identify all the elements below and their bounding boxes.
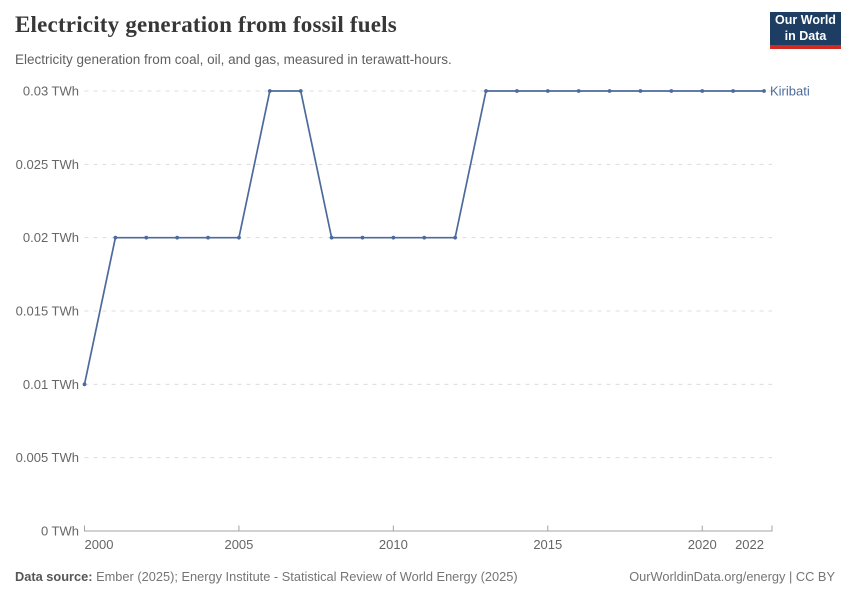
y-tick-label: 0.015 TWh	[16, 304, 79, 319]
x-tick-label: 2015	[533, 537, 562, 552]
x-tick-label: 2010	[379, 537, 408, 552]
data-point[interactable]	[82, 382, 87, 387]
x-tick-label: 2022	[735, 537, 764, 552]
data-point[interactable]	[545, 89, 550, 93]
page-title: Electricity generation from fossil fuels	[15, 12, 397, 37]
data-point[interactable]	[607, 89, 612, 93]
y-tick-label: 0.005 TWh	[16, 450, 79, 465]
data-source-text: Ember (2025); Energy Institute - Statist…	[96, 569, 518, 584]
chart-footer: Data source: Ember (2025); Energy Instit…	[15, 569, 835, 584]
data-point[interactable]	[700, 89, 705, 93]
x-tick-label: 2000	[85, 537, 114, 552]
footer-link[interactable]: OurWorldinData.org/energy | CC BY	[629, 569, 835, 584]
data-point[interactable]	[576, 89, 581, 93]
data-point[interactable]	[762, 89, 766, 93]
data-point[interactable]	[298, 89, 303, 93]
data-point[interactable]	[360, 235, 365, 240]
data-point[interactable]	[391, 235, 396, 240]
owid-logo[interactable]: Our World in Data	[770, 12, 841, 49]
y-tick-label: 0.01 TWh	[23, 377, 79, 392]
data-point[interactable]	[422, 235, 427, 240]
x-axis	[84, 525, 773, 532]
x-tick-label: 2020	[688, 537, 717, 552]
data-point[interactable]	[206, 235, 210, 240]
data-point[interactable]	[731, 89, 736, 93]
data-point[interactable]	[669, 89, 674, 93]
chart-subtitle: Electricity generation from coal, oil, a…	[15, 52, 452, 67]
data-point[interactable]	[638, 89, 643, 93]
data-point[interactable]	[237, 235, 241, 240]
data-source-note: Data source: Ember (2025); Energy Instit…	[15, 569, 518, 584]
series-label-kiribati[interactable]: Kiribati	[770, 84, 810, 99]
owid-logo-line2: in Data	[784, 28, 827, 43]
data-point[interactable]	[329, 235, 334, 240]
y-tick-label: 0 TWh	[41, 524, 79, 539]
owid-logo-line1: Our World	[775, 12, 836, 27]
y-tick-label: 0.02 TWh	[23, 230, 79, 245]
x-tick-label: 2005	[224, 537, 253, 552]
data-point[interactable]	[484, 89, 488, 93]
data-point[interactable]	[453, 235, 458, 240]
data-point[interactable]	[144, 235, 149, 240]
y-tick-label: 0.025 TWh	[16, 157, 79, 172]
data-point[interactable]	[113, 235, 118, 240]
data-source-label: Data source:	[15, 569, 93, 584]
data-point[interactable]	[515, 89, 519, 93]
data-point[interactable]	[175, 235, 180, 240]
data-point[interactable]	[267, 89, 272, 93]
y-tick-label: 0.03 TWh	[23, 84, 79, 99]
